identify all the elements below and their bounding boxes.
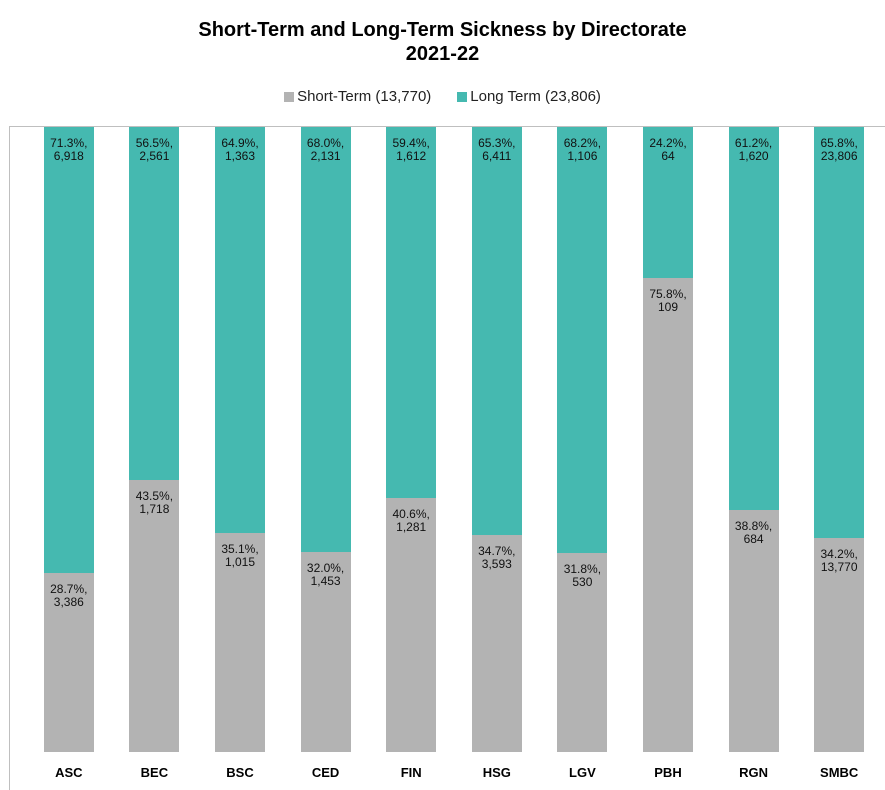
bar-segment (215, 127, 265, 533)
legend-label: Short-Term (13,770) (297, 88, 432, 105)
bar-segment (728, 127, 779, 510)
bar-segment (557, 553, 608, 752)
data-label: 34.7%, 3,593 (478, 544, 516, 572)
legend-item: Short-Term (13,770) (284, 88, 431, 105)
x-tick-label: SMBC (820, 765, 859, 780)
data-label: 43.5%, 1,718 (135, 489, 174, 517)
bar-segment (471, 535, 522, 752)
data-label: 32.0%, 1,453 (306, 561, 345, 588)
x-tick-label: PBH (654, 765, 682, 780)
legend-swatch (284, 91, 295, 102)
bar-segment (728, 509, 779, 752)
data-label: 68.2%, 1,106 (563, 136, 602, 163)
data-label: 65.8%, 23,806 (820, 136, 858, 163)
data-label: 61.2%, 1,620 (734, 136, 773, 163)
legend-swatch (457, 91, 468, 102)
bar-segment (43, 572, 94, 752)
data-label: 38.8%, 684 (734, 518, 773, 546)
bar-segment (643, 127, 693, 279)
bar-segment (129, 480, 180, 752)
data-label: 75.8%, 109 (649, 287, 687, 315)
x-tick-label: BEC (140, 765, 169, 780)
bar-segment (643, 278, 693, 752)
plot-border (9, 126, 885, 127)
legend-label: Long Term (23,806) (470, 88, 601, 105)
legend-item: Long Term (23,806) (457, 88, 601, 105)
bar-segment (386, 127, 437, 499)
data-label: 35.1%, 1,015 (221, 541, 259, 569)
bar-segment (300, 552, 351, 752)
data-label: 64.9%, 1,363 (221, 136, 259, 163)
data-label: 24.2%, 64 (649, 136, 687, 163)
bar-segment (557, 127, 608, 554)
bar-segment (471, 127, 522, 536)
plot-border (9, 126, 10, 790)
bar-segment (814, 127, 865, 539)
data-label: 68.0%, 2,131 (306, 136, 345, 163)
bar-segment (129, 127, 180, 481)
x-tick-label: FIN (400, 765, 422, 780)
x-tick-label: LGV (569, 765, 596, 780)
data-label: 28.7%, 3,386 (50, 581, 88, 609)
data-label: 65.3%, 6,411 (478, 136, 516, 163)
x-tick-label: HSG (482, 765, 511, 780)
data-label: 34.2%, 13,770 (820, 547, 858, 575)
legend: Short-Term (13,770) Long Term (23,806) (0, 88, 885, 105)
x-tick-label: ASC (55, 765, 83, 780)
bar-segment (814, 538, 865, 752)
chart-title: Short-Term and Long-Term Sickness by Dir… (198, 19, 687, 65)
data-label: 40.6%, 1,281 (392, 507, 430, 535)
data-label: 56.5%, 2,561 (135, 136, 174, 163)
x-tick-label: RGN (739, 765, 769, 780)
x-tick-label: CED (311, 765, 340, 780)
data-label: 71.3%, 6,918 (50, 136, 88, 163)
bar-segment (43, 127, 94, 573)
data-label: 31.8%, 530 (563, 562, 602, 590)
bar-segment (300, 127, 351, 552)
bar-segment (215, 532, 265, 752)
bar-segment (386, 498, 437, 752)
x-tick-label: BSC (226, 765, 254, 780)
data-label: 59.4%, 1,612 (392, 136, 430, 163)
